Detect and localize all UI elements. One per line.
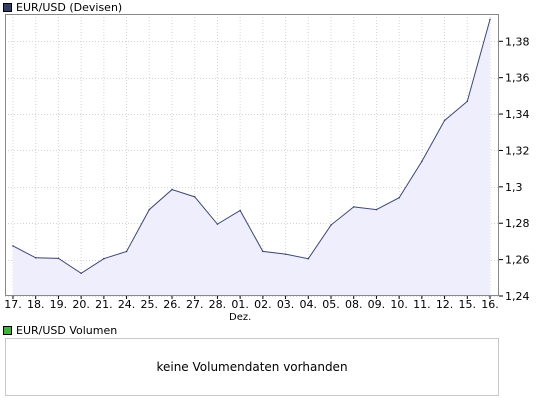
x-tick-label: 24. [118,298,136,311]
data-point [103,257,105,260]
y-tick-label: 1,34 [505,108,530,121]
data-point [489,18,491,21]
volume-panel: keine Volumendaten vorhanden [5,338,499,396]
x-tick-label: 02. [254,298,272,311]
data-point [307,257,310,260]
data-point [443,119,446,122]
data-point [330,224,332,226]
x-tick-label: 21. [95,298,113,311]
data-point [34,256,37,259]
y-tick-label: 1,32 [505,144,530,157]
x-tick-label: 09. [368,298,386,311]
data-point [466,100,469,103]
x-tick-label: 08. [345,298,363,311]
x-tick-label: 12. [436,298,454,311]
volume-legend-label: EUR/USD Volumen [16,323,118,337]
data-point [352,206,355,208]
y-tick-label: 1,36 [505,72,530,85]
x-tick-label: 28. [209,298,227,311]
x-tick-label: 25. [141,298,159,311]
y-tick-label: 1,24 [505,290,530,303]
price-area-fill [13,19,490,296]
x-tick-label: 16. [481,298,499,311]
volume-empty-message: keine Volumendaten vorhanden [156,360,348,374]
main-legend: EUR/USD (Devisen) [3,0,122,14]
y-tick-label: 1,26 [505,254,530,267]
data-point [216,223,219,225]
data-point [80,272,82,275]
x-tick-label: 04. [300,298,318,311]
main-legend-label: EUR/USD (Devisen) [16,0,123,14]
x-tick-label: 26. [163,298,181,311]
x-tick-label: 27. [186,298,204,311]
y-tick-label: 1,3 [505,181,523,194]
data-point [239,209,241,212]
x-tick-label: 20. [72,298,90,311]
data-point [398,196,400,199]
volume-legend-swatch [3,325,12,335]
x-tick-label: 19. [50,298,68,311]
x-month-label: Dez. [229,312,251,323]
data-point [421,160,423,163]
plot-frame [5,14,499,296]
data-point [171,188,173,191]
price-series-line [12,19,491,274]
y-tick-label: 1,28 [505,217,530,230]
data-point [262,250,264,253]
price-chart: 1,24 1,26 1,28 1,3 1,32 1,34 1,36 1,38 17. 18. 19.… [4,14,530,323]
data-point [148,208,151,211]
data-point [125,250,128,253]
y-tick-label: 1,38 [505,35,530,48]
x-tick-label: 10. [390,298,408,311]
x-tick-label: 15. [459,298,477,311]
data-point [284,253,287,255]
data-point [193,196,196,198]
main-legend-swatch [3,2,12,12]
data-point [57,257,60,260]
data-point [375,208,378,211]
data-point [12,245,14,247]
x-tick-label: 17. [4,298,22,311]
x-tick-label: 01. [231,298,249,311]
x-tick-label: 18. [27,298,45,311]
volume-legend: EUR/USD Volumen [3,323,117,337]
x-tick-label: 11. [413,298,431,311]
x-tick-label: 05. [322,298,340,311]
x-tick-label: 03. [277,298,295,311]
